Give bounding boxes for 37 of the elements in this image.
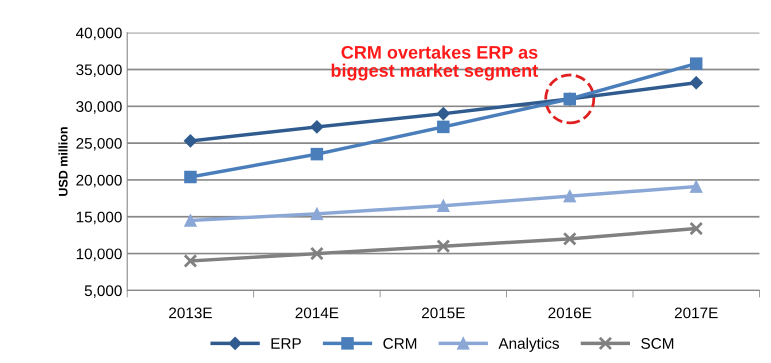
point: [310, 120, 324, 134]
legend-label: SCM: [641, 338, 674, 349]
point: [184, 134, 198, 148]
point: [690, 76, 703, 90]
legend-label: CRM: [383, 338, 416, 349]
point: [437, 120, 450, 134]
point: [184, 170, 197, 184]
x-tick-label: 2016E: [548, 307, 592, 318]
x-tick-label: 2015E: [422, 307, 465, 318]
y-tick-label: 10,000: [76, 248, 122, 262]
x-tick-label: 2014E: [296, 307, 338, 318]
y-tick-label: 40,000: [76, 28, 122, 40]
point: [183, 254, 198, 268]
legend-label: Analytics: [498, 338, 559, 352]
point: [562, 232, 577, 246]
point: [689, 222, 704, 236]
y-tick-label: 5,000: [84, 285, 122, 298]
x-tick-label: 2013E: [169, 307, 212, 318]
x-tick-label: 2017E: [674, 307, 718, 318]
y-tick-label: 35,000: [76, 64, 122, 77]
point: [690, 57, 702, 70]
point: [310, 246, 324, 261]
point: [436, 107, 450, 120]
y-tick-label: 20,000: [76, 174, 122, 188]
point: [184, 214, 197, 227]
annotation: CRM overtakes ERP as biggest market segment: [332, 45, 538, 81]
y-tick-label: 15,000: [76, 212, 122, 224]
point: [310, 208, 324, 220]
legend-label: ERP: [272, 338, 301, 349]
y-tick-label: 25,000: [76, 138, 122, 151]
point: [690, 180, 702, 193]
y-axis-title: USD million: [58, 127, 68, 196]
point: [436, 239, 450, 254]
point: [564, 190, 576, 202]
point: [437, 199, 450, 212]
point: [310, 148, 324, 160]
y-tick-label: 30,000: [76, 101, 122, 114]
